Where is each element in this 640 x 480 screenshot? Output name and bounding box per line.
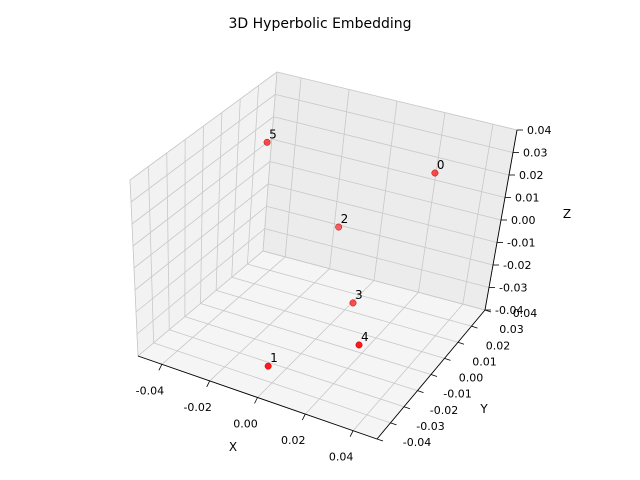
point-label-3: 3 — [355, 288, 363, 302]
y-grid-line-floor — [184, 316, 418, 392]
x-tick-label: 0.04 — [329, 451, 354, 464]
data-point-4 — [355, 341, 363, 349]
z-grid-line-back — [266, 205, 494, 266]
x-tick-label: 0.02 — [281, 434, 306, 447]
data-point-0 — [431, 169, 439, 177]
y-tick-label: 0.04 — [513, 307, 538, 320]
x-tick-mark — [158, 364, 163, 371]
point-label-0: 0 — [437, 158, 445, 172]
y-tick-label: 0.00 — [459, 372, 484, 385]
z-grid-line-left — [135, 205, 267, 313]
y-tick-mark — [417, 390, 424, 394]
z-grid-line-back — [275, 93, 514, 153]
y-tick-mark — [403, 406, 411, 410]
z-tick-label: 0.03 — [523, 147, 548, 160]
y-grid-line-floor — [153, 342, 391, 424]
x-tick-mark — [206, 380, 211, 388]
point-label-2: 2 — [341, 212, 349, 226]
data-point-5 — [263, 138, 271, 146]
data-point-1 — [264, 362, 272, 370]
y-tick-mark — [390, 422, 397, 426]
z-tick-label: -0.04 — [495, 304, 523, 317]
z-grid-line-back — [264, 228, 490, 288]
y-grid-line-floor — [216, 289, 445, 359]
y-tick-label: -0.03 — [416, 420, 444, 433]
y-grid-line-floor — [231, 276, 459, 343]
y-grid-line-floor — [200, 303, 432, 375]
y-tick-mark — [471, 325, 478, 329]
x-tick-label: 0.00 — [233, 418, 258, 431]
z-tick-label: 0.00 — [511, 214, 536, 227]
z-tick-label: 0.04 — [527, 124, 552, 137]
y-tick-label: -0.01 — [443, 388, 471, 401]
z-axis-label: Z — [563, 207, 571, 221]
z-tick-label: 0.01 — [515, 192, 540, 205]
z-grid-line-left — [134, 183, 269, 291]
chart-title: 3D Hyperbolic Embedding — [229, 16, 412, 32]
data-points: 0 1 2 3 4 5 — [263, 127, 445, 370]
x-tick-mark — [301, 413, 306, 421]
z-grid-line-left — [136, 228, 266, 335]
z-grid-line-back — [276, 71, 518, 131]
x-tick-label: -0.04 — [136, 384, 164, 397]
z-grid-line-left — [133, 161, 271, 269]
z-grid-line-back — [271, 138, 506, 198]
y-tick-label: 0.03 — [499, 323, 524, 336]
x-tick-label: -0.02 — [183, 401, 211, 414]
z-grid-line-back — [273, 116, 510, 176]
z-grid-line-left — [131, 116, 274, 225]
y-tick-label: 0.02 — [486, 339, 511, 352]
x-tick-mark — [349, 430, 354, 437]
x-tick-mark — [254, 397, 258, 404]
point-label-5: 5 — [269, 127, 277, 141]
z-grid-line-left — [132, 138, 272, 247]
z-grid-line-left — [129, 71, 278, 181]
data-point-2 — [335, 223, 343, 231]
axis-panes — [129, 71, 518, 440]
y-tick-mark — [430, 374, 438, 377]
z-tick-label: -0.03 — [499, 282, 527, 295]
point-label-1: 1 — [270, 351, 278, 365]
z-tick-label: -0.01 — [507, 237, 535, 250]
point-label-4: 4 — [361, 330, 369, 344]
z-tick-label: -0.02 — [503, 259, 531, 272]
z-tick-label: 0.02 — [519, 169, 544, 182]
z-grid-line-back — [269, 161, 502, 221]
y-grid-line-floor — [247, 263, 472, 327]
data-point-3 — [349, 299, 357, 307]
tick-labels: -0.04-0.020.000.020.04-0.04-0.03-0.02-0.… — [136, 124, 552, 464]
z-grid-line-back — [268, 183, 498, 243]
y-axis-label: Y — [479, 402, 488, 416]
x-axis-label: X — [229, 440, 237, 454]
y-grid-line-floor — [169, 329, 405, 408]
y-tick-label: -0.04 — [403, 436, 431, 449]
y-tick-mark — [376, 438, 384, 442]
y-tick-label: 0.01 — [472, 355, 497, 368]
y-tick-mark — [444, 357, 451, 361]
z-grid-line-back — [262, 250, 486, 311]
z-grid-line-left — [130, 94, 276, 203]
y-tick-label: -0.02 — [430, 404, 458, 417]
y-tick-mark — [457, 341, 465, 345]
z-grid-line-left — [137, 250, 264, 357]
